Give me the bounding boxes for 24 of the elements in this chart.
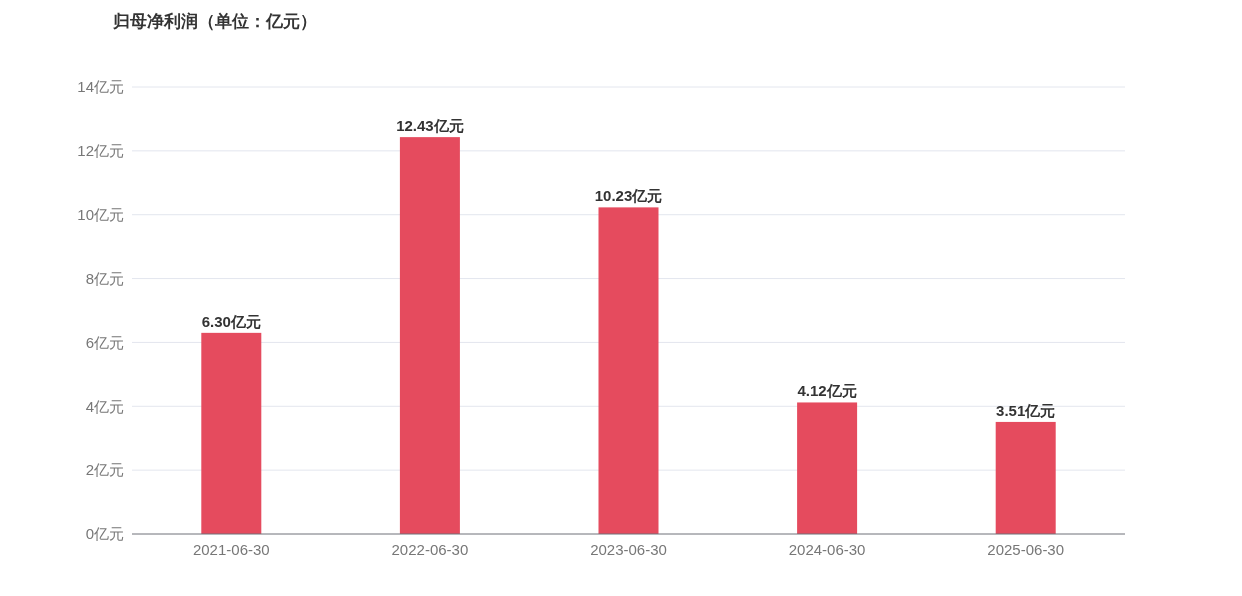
x-tick-label: 2024-06-30 — [788, 541, 866, 558]
chart-title: 归母净利润（单位：亿元） — [112, 12, 317, 31]
data-label: 10.23亿元 — [594, 187, 663, 205]
y-tick-label: 8亿元 — [85, 269, 124, 287]
data-label: 4.12亿元 — [797, 382, 857, 400]
y-tick-label: 0亿元 — [85, 525, 124, 543]
y-tick-label: 2亿元 — [85, 461, 124, 479]
x-tick-label: 2021-06-30 — [192, 541, 270, 558]
bar — [399, 137, 460, 534]
x-tick-label: 2022-06-30 — [391, 541, 469, 558]
bar — [201, 332, 262, 534]
y-tick-label: 10亿元 — [77, 205, 124, 223]
y-tick-label: 4亿元 — [85, 397, 124, 415]
y-tick-label: 12亿元 — [77, 142, 124, 160]
y-tick-label: 14亿元 — [77, 78, 124, 96]
bar — [995, 421, 1056, 534]
y-tick-label: 6亿元 — [85, 333, 124, 351]
x-tick-label: 2025-06-30 — [987, 541, 1065, 558]
x-tick-label: 2023-06-30 — [590, 541, 667, 558]
bar — [797, 402, 858, 534]
data-label: 3.51亿元 — [996, 401, 1056, 419]
bar — [598, 207, 659, 534]
data-label: 6.30亿元 — [201, 312, 261, 330]
data-label: 12.43亿元 — [396, 117, 464, 135]
